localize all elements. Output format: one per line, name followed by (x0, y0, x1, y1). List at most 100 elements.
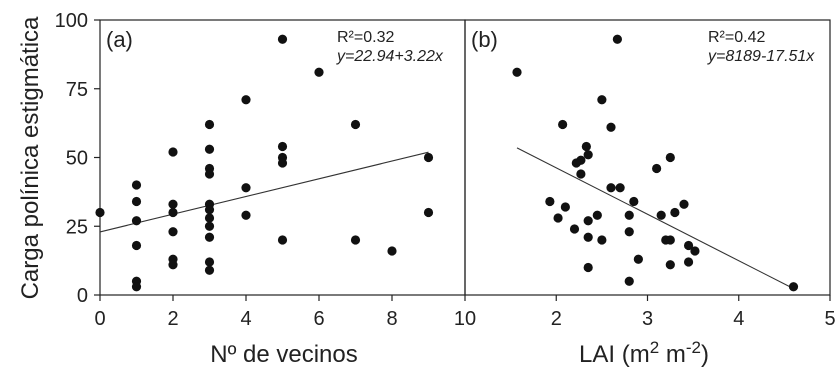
panel-a-data-point (204, 221, 215, 231)
panel-b-data-point (690, 246, 700, 256)
panel-a-data-point (204, 205, 215, 215)
panel-b-data-point (683, 257, 694, 267)
panel-b-data-point (583, 232, 593, 242)
panel-b-data-point (629, 196, 639, 207)
panel-b-data-point (624, 227, 634, 237)
panel-a-data-point (131, 180, 142, 190)
panel-a-data-point (277, 158, 288, 168)
panel-b-data-point (679, 199, 689, 209)
panel-a-x-axis-title: Nº de vecinos (210, 341, 358, 368)
panel-b-r2-annotation: R²=0.42 (708, 29, 765, 46)
panel-a-data-point (241, 210, 251, 220)
panel-a-data-point (350, 119, 361, 130)
panel-b-fit-line (516, 147, 793, 289)
panel-a-x-tick-label: 10 (454, 308, 476, 330)
panel-b-data-point (560, 202, 570, 212)
panel-a-data-point (204, 232, 215, 242)
panel-a-data-point (277, 34, 288, 44)
panel-a-data-point (314, 67, 324, 77)
panel-b-data-point (656, 210, 666, 220)
panel-a-data-point (241, 183, 251, 193)
panel-b-data-point (665, 260, 675, 270)
panel-a-data-point (387, 246, 397, 256)
panel-a-data-point (204, 257, 215, 267)
panel-a-data-point (204, 213, 215, 223)
panel-a-data-point (204, 144, 215, 154)
panel-a-data-point (204, 119, 215, 130)
panel-b-data-point (592, 210, 602, 220)
y-tick-label: 75 (66, 79, 88, 101)
panel-a-r2-annotation: R²=0.32 (337, 29, 394, 46)
panel-a-equation-annotation: y=22.94+3.22x (336, 48, 444, 65)
y-tick-label: 0 (77, 285, 88, 307)
lai-superscript-2: 2 (650, 338, 659, 357)
panel-a-data-point (277, 235, 288, 245)
panel-b-data-point (597, 95, 607, 105)
panel-a-data-point (95, 207, 105, 218)
panel-a-data-point (241, 95, 251, 105)
panel-b-data-point (624, 210, 634, 220)
panel-b-data-point (670, 207, 680, 218)
y-tick-label: 100 (55, 10, 88, 32)
fit-lines (99, 147, 793, 289)
panel-b-data-point (583, 150, 593, 160)
panel-b-data-point (597, 235, 607, 245)
panel-b-label: (b) (471, 27, 498, 52)
panel-b-data-point (558, 119, 568, 130)
panel-b-data-point (615, 183, 625, 193)
panel-b-data-point (583, 262, 593, 273)
panel-b-data-point (583, 216, 593, 226)
panel-b-data-point (652, 163, 662, 174)
panel-b-data-point (624, 276, 634, 286)
panel-a-fit-line (99, 151, 429, 233)
panel-b-x-axis-title: LAI (m2 m-2) (579, 338, 709, 369)
panel-a-data-point (204, 265, 215, 275)
panel-b-data-point (576, 169, 586, 179)
panel-a-data-point (168, 260, 178, 270)
panel-b-x-tick-label: 4 (733, 308, 744, 330)
panel-a-data-point (350, 235, 361, 245)
panel-a-data-point (131, 216, 142, 226)
panel-a-data-point (277, 141, 288, 152)
lai-label-part: LAI (m (579, 341, 650, 368)
panel-b-data-point (581, 141, 591, 152)
panel-b-data-point (553, 213, 563, 223)
panel-b-data-point (612, 34, 622, 44)
panel-a-data-point (423, 207, 434, 218)
panel-a-data-point (131, 240, 142, 251)
panel-a-data-point (168, 227, 178, 237)
y-tick-label: 50 (66, 148, 88, 170)
panel-b-data-point (606, 183, 616, 193)
panel-a-label: (a) (106, 27, 133, 52)
data-points (95, 34, 799, 292)
panel-b-x-tick-label: 2 (551, 308, 562, 330)
lai-superscript-minus-2: -2 (686, 338, 701, 357)
panel-b-data-point (545, 196, 555, 207)
panel-a-data-point (168, 147, 178, 157)
panel-b-data-point (683, 240, 694, 251)
panel-a-data-point (204, 169, 215, 179)
panel-a-x-tick-label: 8 (386, 308, 397, 330)
panel-b-data-point (665, 152, 675, 163)
panel-b-x-tick-label: 3 (642, 308, 653, 330)
panel-a-x-tick-label: 6 (313, 308, 324, 330)
axis-ticks: 0 25 50 75 100 0 2 4 6 8 10 2 3 4 5 (55, 10, 836, 330)
panel-b-data-point (571, 158, 581, 168)
panel-a-data-point (168, 207, 178, 218)
panel-a-data-point (168, 199, 178, 209)
panel-a-data-point (423, 152, 434, 163)
y-axis-title: Carga polínica estigmática (17, 16, 44, 299)
panel-a-x-tick-label: 0 (94, 308, 105, 330)
panel-a-x-tick-label: 4 (240, 308, 251, 330)
lai-label-part: m (659, 341, 686, 368)
panel-b-data-point (665, 235, 675, 245)
panel-b-equation-annotation: y=8189-17.51x (707, 48, 815, 65)
panel-b-data-point (512, 67, 522, 77)
y-tick-label: 25 (66, 216, 88, 238)
panel-b-x-tick-label: 5 (824, 308, 835, 330)
panel-b-data-point (633, 254, 643, 264)
panel-a-data-point (131, 196, 142, 207)
panel-a-data-point (131, 282, 142, 292)
